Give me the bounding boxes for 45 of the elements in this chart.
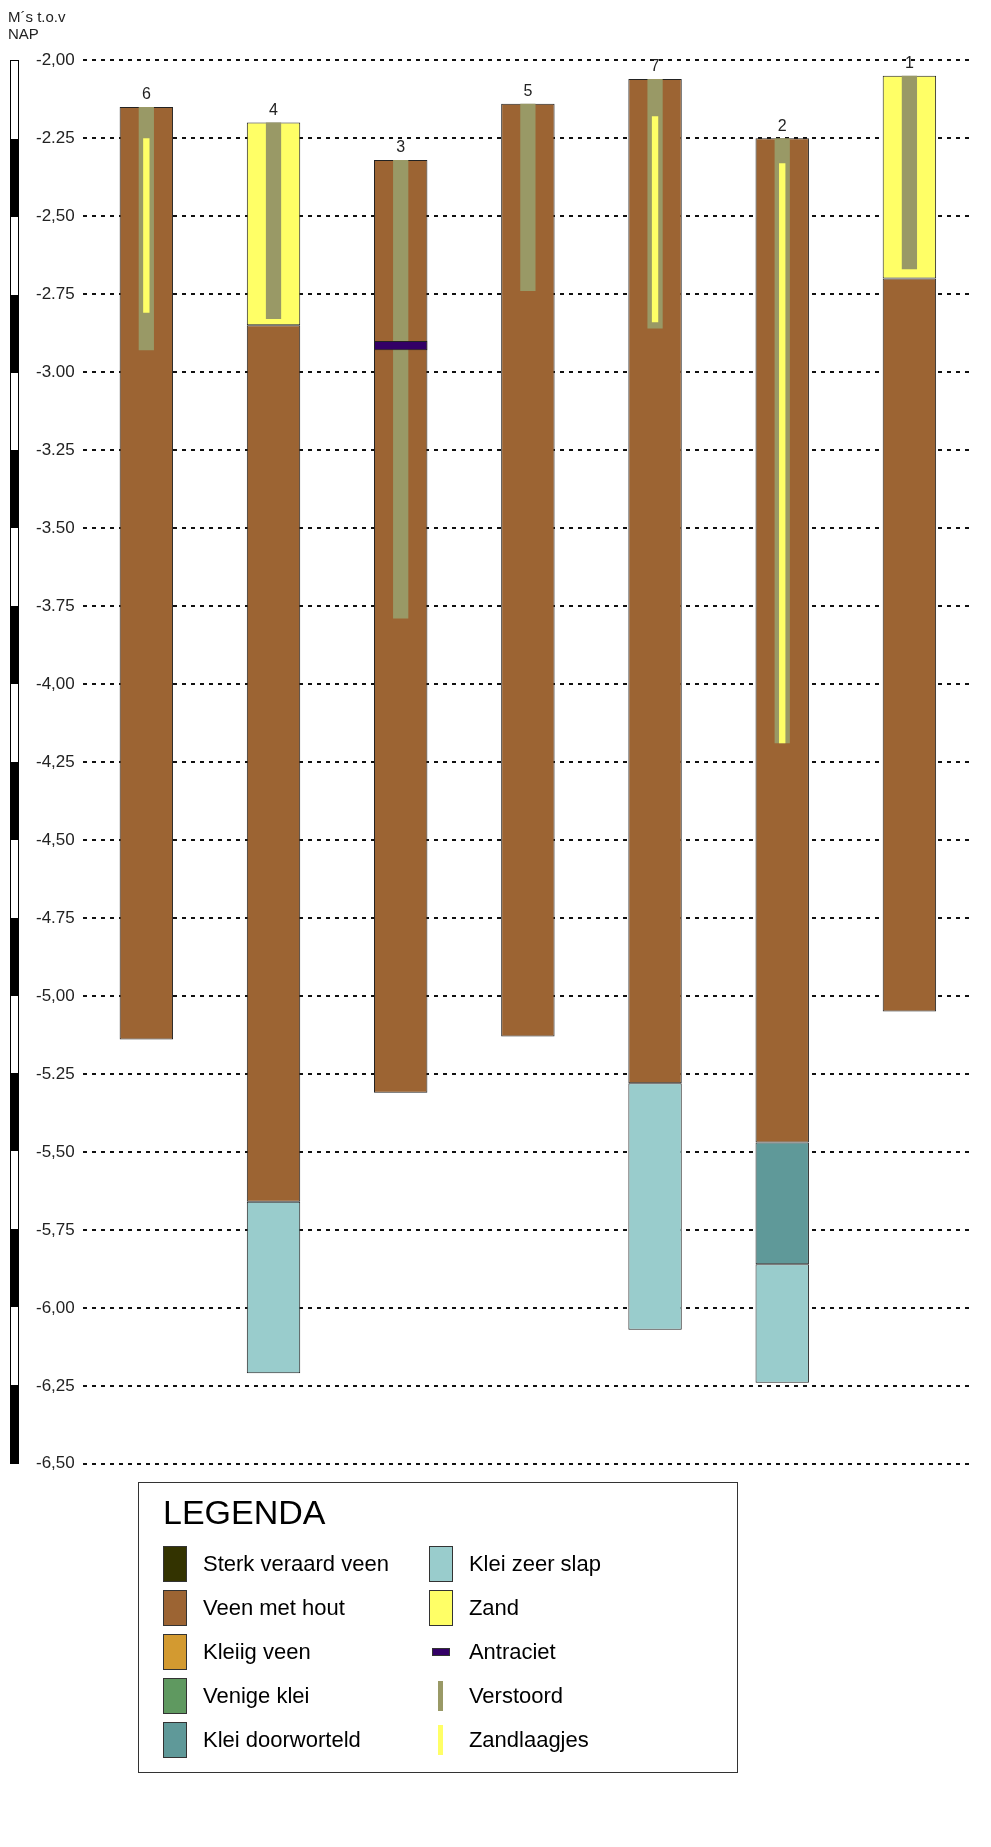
legend-title: LEGENDA (163, 1493, 327, 1532)
y-tick-label: -3.50 (36, 517, 75, 537)
bar (265, 122, 282, 320)
x-tick-label: 7 (650, 57, 660, 75)
x-tick-label: 5 (523, 82, 533, 100)
y-tick-label: -3.00 (36, 361, 75, 381)
legend-label: Venige klei (203, 1683, 310, 1709)
y-tick-label: -2,00 (36, 49, 75, 69)
y-tick-label: -5,75 (36, 1219, 75, 1239)
x-tick-label: 1 (904, 54, 914, 72)
y-tick-label: -4,50 (36, 829, 75, 849)
y-tick-label: -5.25 (36, 1063, 75, 1083)
legend-label: Klei zeer slap (468, 1551, 601, 1577)
y-tick-label: -5,50 (36, 1141, 75, 1161)
bar (651, 116, 659, 323)
y-tick-label: -6,00 (36, 1297, 75, 1317)
y-tick-label: -3.75 (36, 595, 75, 615)
y-tick-label: -3.25 (36, 439, 75, 459)
legend-label: Antraciet (468, 1639, 556, 1665)
legend-label: Sterk veraard veen (203, 1551, 389, 1577)
legend-label: Verstoord (468, 1683, 564, 1709)
legend-label: Veen met hout (203, 1595, 345, 1621)
y-tick-label: -2.75 (36, 283, 75, 303)
x-tick-label: 4 (269, 100, 279, 118)
x-tick-label: 3 (396, 138, 406, 156)
y-tick-label: -2,50 (36, 205, 75, 225)
y-tick-label: -6,50 (36, 1453, 75, 1473)
legend-label: Klei doorworteld (203, 1727, 361, 1753)
bar (901, 75, 918, 270)
y-axis-title: M´s t.o.v NAP (8, 8, 67, 42)
y-tick-label: -4,00 (36, 673, 75, 693)
bar (779, 163, 786, 744)
y-tick-label: -4,25 (36, 751, 75, 771)
bar (393, 160, 409, 619)
x-tick-label: 2 (777, 116, 787, 134)
legend-label: Kleiig veen (203, 1639, 311, 1665)
bar (520, 103, 536, 292)
bar (143, 138, 150, 313)
y-tick-label: -4.75 (36, 907, 75, 927)
legend-label: Zandlaagjes (468, 1727, 589, 1753)
y-tick-label: -6,25 (36, 1375, 75, 1395)
y-tick-label: -5,00 (36, 985, 75, 1005)
y-tick-label: -2.25 (36, 127, 75, 147)
x-tick-label: 6 (141, 85, 151, 103)
legend-label: Zand (468, 1595, 520, 1621)
